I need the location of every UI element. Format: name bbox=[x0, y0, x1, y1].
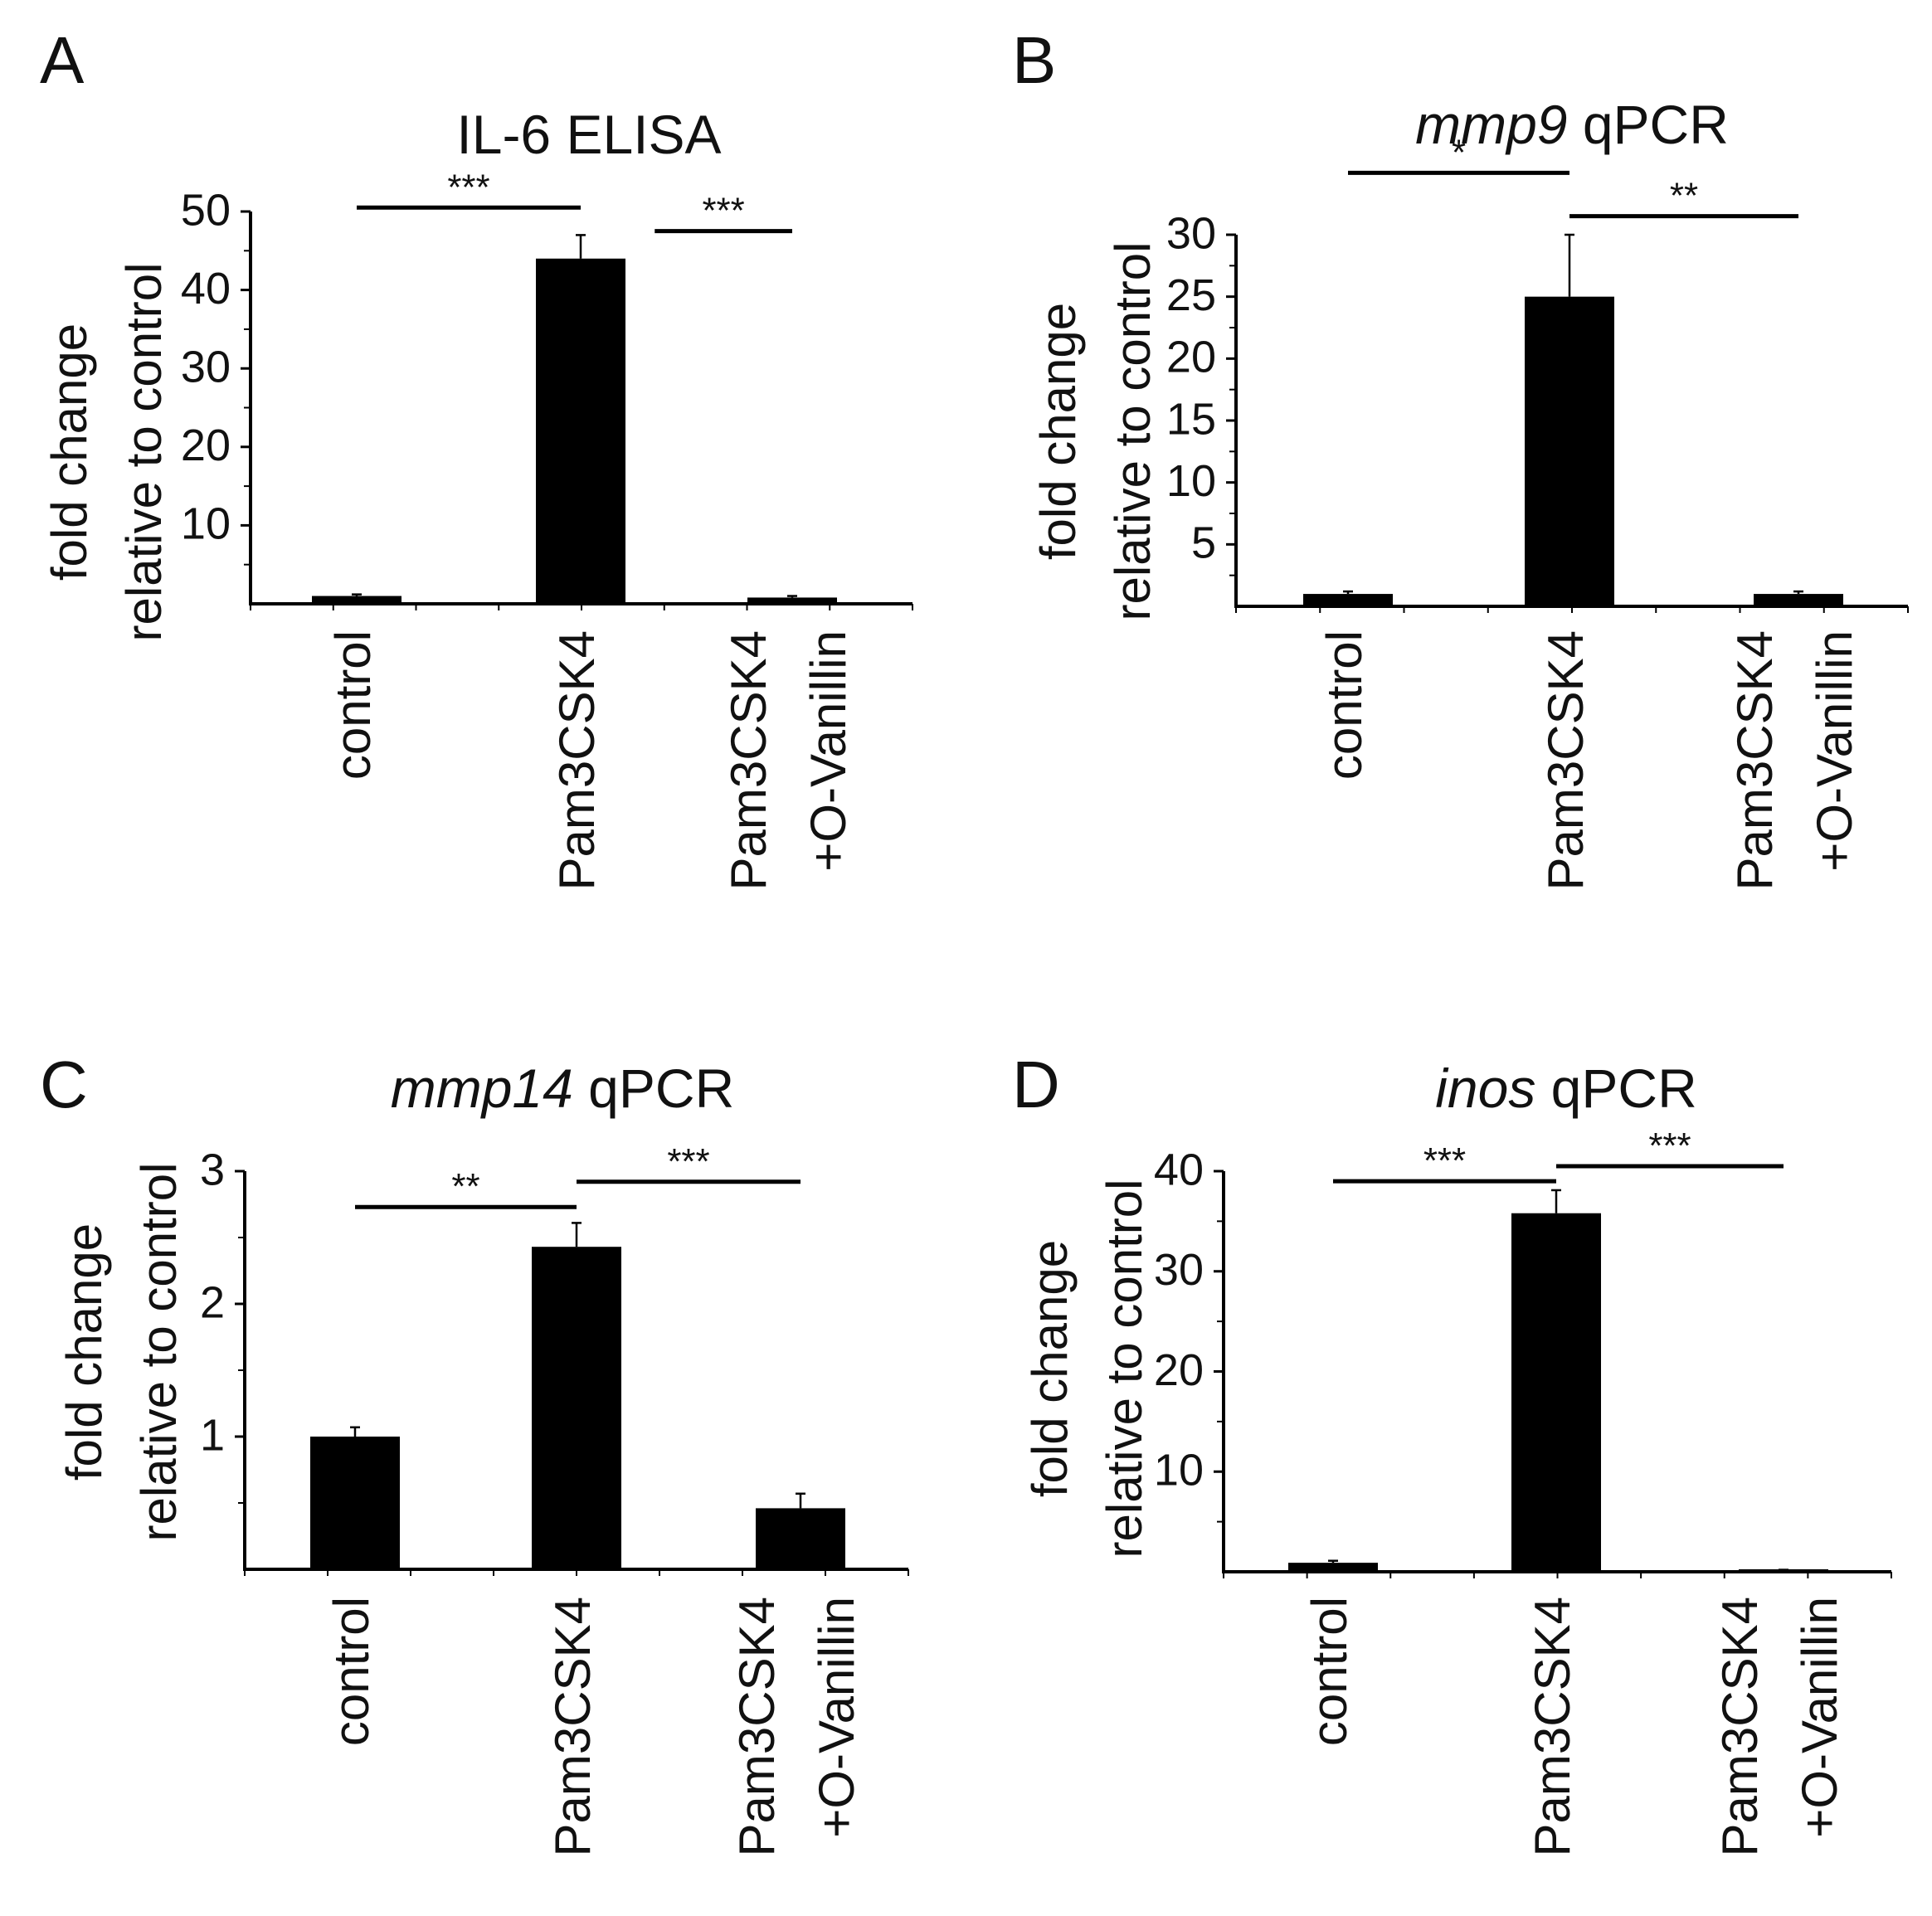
bar bbox=[536, 258, 625, 604]
y-axis-label: relative to control bbox=[131, 1163, 187, 1542]
y-tick-label: 50 bbox=[181, 185, 231, 235]
chart-title-part: qPCR bbox=[1567, 94, 1728, 155]
chart-title-part: IL-6 ELISA bbox=[456, 104, 721, 165]
y-tick-label: 10 bbox=[1166, 456, 1216, 506]
chart-title: IL-6 ELISA bbox=[456, 104, 721, 165]
category-label: control bbox=[324, 1597, 379, 1746]
bar bbox=[747, 597, 837, 604]
bar bbox=[1511, 1213, 1601, 1572]
y-tick-label: 40 bbox=[181, 264, 231, 314]
chart-title: mmp9 qPCR bbox=[1415, 94, 1729, 155]
bar bbox=[756, 1508, 845, 1569]
y-tick-label: 20 bbox=[1166, 333, 1216, 382]
bar bbox=[310, 1437, 400, 1569]
category-label: Pam3CSK4 bbox=[549, 630, 605, 890]
bar bbox=[532, 1247, 621, 1569]
y-tick-label: 40 bbox=[1154, 1145, 1204, 1194]
y-tick-label: 10 bbox=[181, 499, 231, 549]
y-axis-label: relative to control bbox=[116, 263, 172, 642]
chart-title: mmp14 qPCR bbox=[391, 1058, 734, 1119]
y-tick-label: 2 bbox=[200, 1277, 225, 1327]
y-axis-label: fold change bbox=[1030, 303, 1086, 560]
chart-title-part: mmp14 bbox=[391, 1058, 573, 1119]
category-label: control bbox=[1316, 630, 1372, 780]
y-tick-label: 3 bbox=[200, 1145, 225, 1194]
panel-letter: A bbox=[40, 23, 85, 97]
y-axis-label: fold change bbox=[56, 1223, 112, 1481]
category-label: Pam3CSK4 bbox=[1727, 630, 1783, 890]
y-tick-label: 30 bbox=[1154, 1245, 1204, 1295]
category-label: +O-Vanillin bbox=[1807, 630, 1862, 872]
chart-title-part: qPCR bbox=[573, 1058, 734, 1119]
significance-label: * bbox=[1452, 132, 1466, 173]
chart-title-part: inos bbox=[1435, 1058, 1535, 1119]
y-tick-label: 10 bbox=[1154, 1446, 1204, 1495]
category-label: Pam3CSK4 bbox=[545, 1597, 601, 1856]
chart-title-part: mmp9 bbox=[1415, 94, 1567, 155]
y-tick-label: 20 bbox=[181, 421, 231, 470]
category-label: control bbox=[325, 630, 381, 780]
category-label: Pam3CSK4 bbox=[1525, 1597, 1580, 1856]
y-axis-label: relative to control bbox=[1097, 1179, 1152, 1559]
category-label: +O-Vanillin bbox=[809, 1597, 864, 1838]
bar bbox=[1303, 594, 1393, 606]
category-label: Pam3CSK4 bbox=[721, 630, 776, 890]
bar bbox=[1754, 594, 1843, 606]
bar bbox=[1288, 1563, 1378, 1572]
category-label: Pam3CSK4 bbox=[1538, 630, 1594, 890]
significance-label: *** bbox=[702, 191, 744, 231]
category-label: control bbox=[1302, 1597, 1357, 1746]
y-tick-label: 30 bbox=[181, 342, 231, 391]
bar bbox=[1525, 296, 1614, 606]
y-tick-label: 25 bbox=[1166, 270, 1216, 320]
category-label: Pam3CSK4 bbox=[1712, 1597, 1768, 1856]
y-axis-label: fold change bbox=[41, 323, 97, 581]
category-label: Pam3CSK4 bbox=[729, 1597, 785, 1856]
y-tick-label: 15 bbox=[1166, 394, 1216, 444]
bar bbox=[312, 596, 401, 604]
significance-label: ** bbox=[1670, 176, 1698, 216]
panel-letter: B bbox=[1012, 23, 1056, 97]
panel-letter: C bbox=[40, 1048, 88, 1121]
significance-label: *** bbox=[1648, 1126, 1691, 1166]
y-tick-label: 30 bbox=[1166, 208, 1216, 258]
y-tick-label: 5 bbox=[1191, 518, 1216, 568]
y-tick-label: 1 bbox=[200, 1410, 225, 1460]
category-label: +O-Vanillin bbox=[1792, 1597, 1847, 1838]
y-axis-label: fold change bbox=[1022, 1240, 1078, 1497]
category-label: +O-Vanillin bbox=[801, 630, 856, 872]
significance-label: *** bbox=[447, 167, 489, 207]
y-tick-label: 20 bbox=[1154, 1345, 1204, 1395]
significance-label: *** bbox=[667, 1141, 709, 1182]
significance-label: *** bbox=[1423, 1140, 1466, 1181]
chart-title: inos qPCR bbox=[1435, 1058, 1696, 1119]
y-axis-label: relative to control bbox=[1105, 242, 1161, 621]
panel-letter: D bbox=[1012, 1048, 1060, 1121]
chart-title-part: qPCR bbox=[1535, 1058, 1696, 1119]
significance-label: ** bbox=[451, 1166, 479, 1207]
panel-a: A IL-6 ELISA fold change relative to contro… bbox=[40, 23, 913, 890]
